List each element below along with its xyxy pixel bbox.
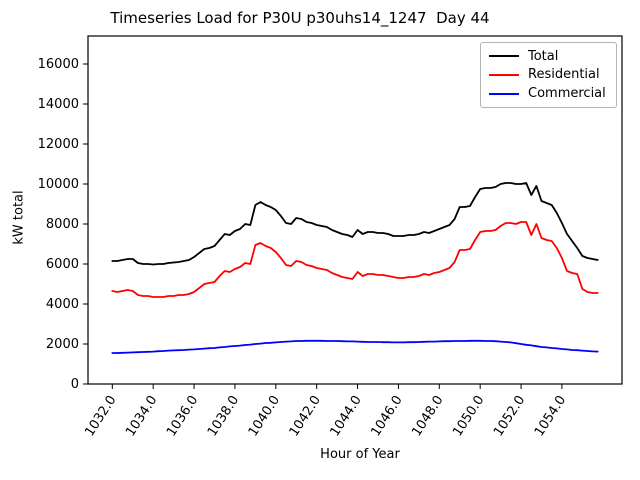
y-tick-label: 16000 — [38, 57, 79, 72]
x-axis-label: Hour of Year — [320, 447, 400, 462]
x-tick-label: 1054.0 — [532, 393, 569, 439]
total-line-swatch — [489, 55, 519, 58]
legend-label-total: Total — [528, 48, 559, 64]
legend-item-commercial: Commercial — [489, 87, 608, 100]
y-tick-label: 2000 — [46, 337, 79, 352]
commercial-line-swatch — [489, 92, 519, 95]
x-tick-label: 1044.0 — [328, 393, 365, 439]
legend: Total Residential Commercial — [480, 42, 617, 108]
x-tick-label: 1050.0 — [450, 393, 487, 439]
x-tick-label: 1042.0 — [287, 393, 324, 439]
y-tick-label: 10000 — [38, 177, 79, 192]
x-tick-label: 1032.0 — [82, 393, 119, 439]
x-tick-label: 1052.0 — [491, 393, 528, 439]
x-tick-label: 1046.0 — [368, 393, 405, 439]
y-tick-label: 14000 — [38, 97, 79, 112]
axes-frame — [87, 35, 623, 385]
x-tick-label: 1048.0 — [409, 393, 446, 439]
y-tick-label: 6000 — [46, 257, 79, 272]
x-tick-label: 1040.0 — [246, 393, 283, 439]
residential-line-swatch — [489, 73, 519, 76]
series-total-line — [111, 182, 599, 266]
x-tick-label: 1034.0 — [123, 393, 160, 439]
series-residential-line — [111, 221, 599, 298]
x-tick-label: 1038.0 — [205, 393, 242, 439]
series-commercial-line — [111, 339, 599, 354]
y-tick-label: 4000 — [46, 297, 79, 312]
legend-item-residential: Residential — [489, 68, 608, 81]
legend-item-total: Total — [489, 50, 608, 63]
legend-label-residential: Residential — [528, 67, 600, 83]
y-tick-label: 0 — [71, 377, 79, 392]
chart-title: Timeseries Load for P30U p30uhs14_1247 D… — [110, 9, 490, 27]
y-tick-label: 8000 — [46, 217, 79, 232]
x-tick-label: 1036.0 — [164, 393, 201, 439]
y-axis-label: kW total — [11, 190, 27, 245]
y-tick-label: 12000 — [38, 137, 79, 152]
legend-label-commercial: Commercial — [528, 86, 606, 102]
